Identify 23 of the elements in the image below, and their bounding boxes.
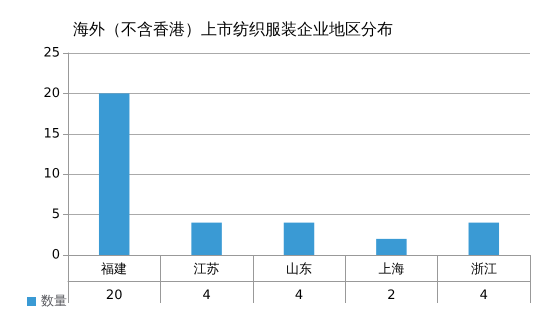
bar [284, 222, 314, 255]
y-tick-label: 15 [43, 126, 60, 142]
data-label: 4 [202, 288, 211, 303]
x-tick-label: 山东 [286, 262, 312, 277]
x-tick-label: 福建 [101, 262, 128, 277]
y-tick-label: 10 [43, 166, 60, 182]
data-label: 4 [294, 288, 304, 303]
data-label: 20 [106, 288, 122, 303]
x-tick-label: 浙江 [470, 262, 497, 277]
y-tick-label: 20 [43, 86, 60, 101]
y-tick-label: 25 [43, 46, 60, 60]
bar [376, 238, 407, 255]
data-label: 2 [387, 288, 396, 303]
x-tick-label: 上海 [378, 262, 404, 277]
chart-title: 海外（不含香港）上市纺织服装企业地区分布 [73, 20, 393, 38]
y-tick-label: 5 [52, 207, 60, 222]
data-label: 4 [480, 288, 488, 303]
legend-label: 数量 [41, 294, 67, 309]
bar [191, 222, 222, 255]
x-tick-label: 江苏 [194, 262, 220, 277]
bar [468, 222, 500, 255]
y-tick-label: 0 [52, 248, 60, 262]
bar [98, 93, 130, 255]
